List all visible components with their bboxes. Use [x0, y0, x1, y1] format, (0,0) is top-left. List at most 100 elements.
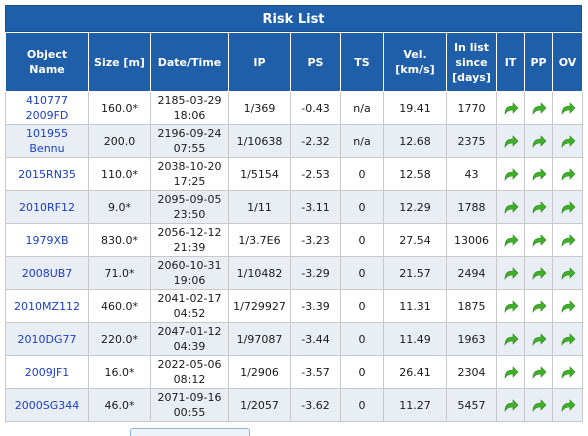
share-arrow-icon[interactable]	[503, 200, 519, 214]
size-cell: 200.0	[88, 124, 151, 158]
date-time-cell: 2071-09-16 00:55	[150, 388, 229, 422]
header-date-time[interactable]: Date/Time	[150, 32, 229, 92]
size-cell: 220.0*	[88, 322, 151, 356]
it-cell[interactable]	[496, 256, 525, 290]
share-arrow-icon[interactable]	[560, 299, 576, 313]
object-link[interactable]: 2009JF1	[24, 365, 70, 379]
ov-cell[interactable]	[552, 388, 583, 422]
share-arrow-icon[interactable]	[560, 398, 576, 412]
it-cell[interactable]	[496, 289, 525, 323]
share-arrow-icon[interactable]	[560, 167, 576, 181]
it-cell[interactable]	[496, 388, 525, 422]
share-arrow-icon[interactable]	[531, 332, 547, 346]
it-cell[interactable]	[496, 190, 525, 224]
pp-cell[interactable]	[524, 223, 553, 257]
ov-cell[interactable]	[552, 124, 583, 158]
risk-list-panel: Risk List Object Name Size [m] Date/Time …	[5, 5, 583, 422]
it-cell[interactable]	[496, 355, 525, 389]
date-time-cell: 2095-09-05 23:50	[150, 190, 229, 224]
share-arrow-icon[interactable]	[560, 365, 576, 379]
share-arrow-icon[interactable]	[503, 299, 519, 313]
share-arrow-icon[interactable]	[560, 101, 576, 115]
it-cell[interactable]	[496, 157, 525, 191]
share-arrow-icon[interactable]	[531, 365, 547, 379]
share-arrow-icon[interactable]	[503, 398, 519, 412]
share-arrow-icon[interactable]	[503, 332, 519, 346]
share-arrow-icon[interactable]	[503, 167, 519, 181]
object-link[interactable]: 2015RN35	[18, 167, 76, 181]
share-arrow-icon[interactable]	[531, 101, 547, 115]
share-arrow-icon[interactable]	[531, 167, 547, 181]
ov-cell[interactable]	[552, 355, 583, 389]
ov-cell[interactable]	[552, 190, 583, 224]
header-ps[interactable]: PS	[290, 32, 341, 92]
header-in-list-since[interactable]: In list since [days]	[446, 32, 497, 92]
it-cell[interactable]	[496, 124, 525, 158]
size-cell: 110.0*	[88, 157, 151, 191]
it-cell[interactable]	[496, 322, 525, 356]
object-link[interactable]: 2010RF12	[19, 200, 75, 214]
object-link[interactable]: 2000SG344	[14, 398, 80, 412]
share-arrow-icon[interactable]	[531, 134, 547, 148]
share-arrow-icon[interactable]	[531, 266, 547, 280]
share-arrow-icon[interactable]	[531, 233, 547, 247]
ps-cell: -3.57	[290, 355, 341, 389]
share-arrow-icon[interactable]	[503, 134, 519, 148]
pp-cell[interactable]	[524, 256, 553, 290]
header-object-name[interactable]: Object Name	[5, 32, 89, 92]
ip-cell: 1/11	[228, 190, 291, 224]
share-arrow-icon[interactable]	[560, 233, 576, 247]
object-link[interactable]: 1979XB	[25, 233, 69, 247]
it-cell[interactable]	[496, 91, 525, 125]
header-velocity[interactable]: Vel. [km/s]	[383, 32, 447, 92]
it-cell[interactable]	[496, 223, 525, 257]
pp-cell[interactable]	[524, 124, 553, 158]
pp-cell[interactable]	[524, 157, 553, 191]
ov-cell[interactable]	[552, 322, 583, 356]
ov-cell[interactable]	[552, 289, 583, 323]
ip-cell: 1/2906	[228, 355, 291, 389]
ps-cell: -3.11	[290, 190, 341, 224]
velocity-cell: 27.54	[383, 223, 447, 257]
share-arrow-icon[interactable]	[503, 233, 519, 247]
pp-cell[interactable]	[524, 91, 553, 125]
bottom-button[interactable]	[130, 428, 250, 436]
ts-cell: 0	[340, 190, 384, 224]
object-link[interactable]: 2010DG77	[17, 332, 77, 346]
object-name-cell: 1979XB	[5, 223, 89, 257]
table-row: 2010MZ112 460.0* 2041-02-17 04:52 1/729927 -3…	[5, 289, 583, 323]
ov-cell[interactable]	[552, 91, 583, 125]
object-link[interactable]: 101955 Bennu	[26, 127, 68, 155]
object-link[interactable]: 2010MZ112	[13, 299, 81, 313]
share-arrow-icon[interactable]	[560, 134, 576, 148]
ip-cell: 1/3.7E6	[228, 223, 291, 257]
header-ip[interactable]: IP	[228, 32, 291, 92]
header-size[interactable]: Size [m]	[88, 32, 151, 92]
object-link[interactable]: 2008UB7	[21, 266, 73, 280]
pp-cell[interactable]	[524, 289, 553, 323]
share-arrow-icon[interactable]	[531, 200, 547, 214]
share-arrow-icon[interactable]	[503, 365, 519, 379]
pp-cell[interactable]	[524, 388, 553, 422]
ps-cell: -3.44	[290, 322, 341, 356]
ts-cell: 0	[340, 322, 384, 356]
header-ts[interactable]: TS	[340, 32, 384, 92]
table-row: 2010DG77 220.0* 2047-01-12 04:39 1/97087 -3.4…	[5, 322, 583, 356]
ov-cell[interactable]	[552, 256, 583, 290]
share-arrow-icon[interactable]	[560, 200, 576, 214]
in-list-since-cell: 13006	[446, 223, 497, 257]
share-arrow-icon[interactable]	[560, 332, 576, 346]
pp-cell[interactable]	[524, 355, 553, 389]
pp-cell[interactable]	[524, 190, 553, 224]
share-arrow-icon[interactable]	[531, 299, 547, 313]
ov-cell[interactable]	[552, 157, 583, 191]
pp-cell[interactable]	[524, 322, 553, 356]
share-arrow-icon[interactable]	[503, 266, 519, 280]
share-arrow-icon[interactable]	[531, 398, 547, 412]
ov-cell[interactable]	[552, 223, 583, 257]
velocity-cell: 11.49	[383, 322, 447, 356]
share-arrow-icon[interactable]	[503, 101, 519, 115]
object-link[interactable]: 410777 2009FD	[25, 94, 69, 122]
size-cell: 830.0*	[88, 223, 151, 257]
share-arrow-icon[interactable]	[560, 266, 576, 280]
